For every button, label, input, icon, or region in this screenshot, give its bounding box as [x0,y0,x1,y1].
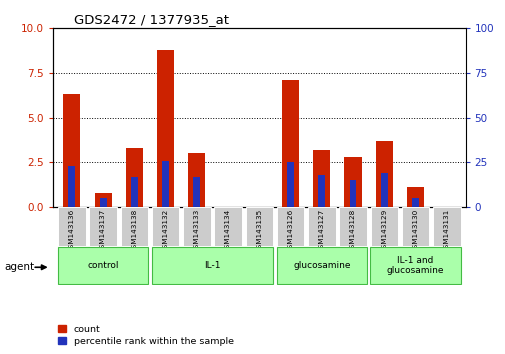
Bar [188,154,205,207]
FancyBboxPatch shape [152,207,179,246]
FancyBboxPatch shape [276,207,304,246]
Bar [380,173,387,207]
Text: GSM143128: GSM143128 [349,208,356,252]
FancyBboxPatch shape [214,207,241,246]
Text: GSM143134: GSM143134 [225,208,231,252]
Text: IL-1: IL-1 [204,261,220,270]
Bar [99,198,107,207]
Text: GSM143132: GSM143132 [162,208,168,252]
Text: GSM143137: GSM143137 [100,208,106,252]
FancyBboxPatch shape [120,207,148,246]
Text: control: control [87,261,119,270]
Text: GSM143129: GSM143129 [381,208,386,252]
Bar [375,141,392,207]
Bar [193,177,200,207]
FancyBboxPatch shape [339,207,366,246]
Text: glucosamine: glucosamine [292,261,350,270]
Bar [126,148,143,207]
Bar [68,166,75,207]
Bar [162,161,169,207]
FancyBboxPatch shape [432,207,460,246]
Bar [94,193,112,207]
Text: GSM143136: GSM143136 [69,208,75,252]
Bar [131,177,137,207]
Text: GSM143130: GSM143130 [412,208,418,252]
Bar [63,95,80,207]
Bar [406,187,423,207]
FancyBboxPatch shape [183,207,210,246]
Legend: count, percentile rank within the sample: count, percentile rank within the sample [58,325,233,346]
Text: IL-1 and
glucosamine: IL-1 and glucosamine [386,256,443,275]
Bar [281,80,298,207]
Bar [318,175,325,207]
Bar [411,198,418,207]
Text: GDS2472 / 1377935_at: GDS2472 / 1377935_at [74,13,228,26]
Bar [344,157,361,207]
Bar [157,50,174,207]
Text: GSM143135: GSM143135 [256,208,262,252]
Bar [313,150,330,207]
FancyBboxPatch shape [401,207,428,246]
FancyBboxPatch shape [370,247,460,284]
FancyBboxPatch shape [370,207,397,246]
FancyBboxPatch shape [245,207,273,246]
FancyBboxPatch shape [58,207,85,246]
Text: GSM143131: GSM143131 [443,208,449,252]
Text: GSM143126: GSM143126 [287,208,293,252]
Text: GSM143138: GSM143138 [131,208,137,252]
Text: GSM143133: GSM143133 [193,208,199,252]
Text: agent: agent [4,262,34,272]
FancyBboxPatch shape [308,207,335,246]
Text: GSM143127: GSM143127 [318,208,324,252]
Bar [349,180,356,207]
FancyBboxPatch shape [89,207,117,246]
Bar [286,162,293,207]
FancyBboxPatch shape [276,247,367,284]
FancyBboxPatch shape [151,247,273,284]
FancyBboxPatch shape [58,247,148,284]
